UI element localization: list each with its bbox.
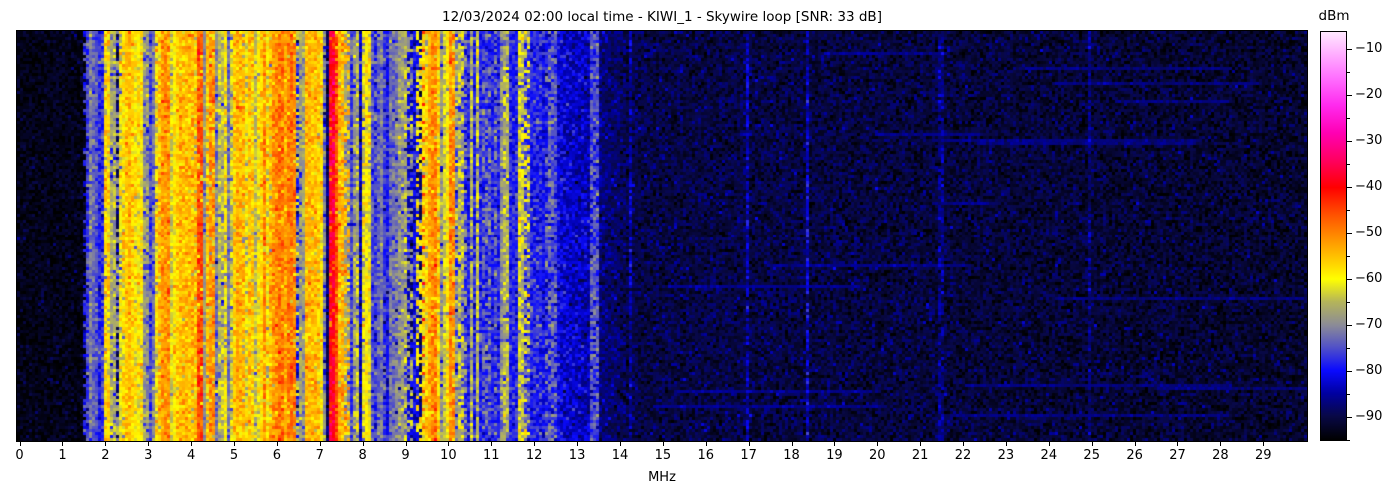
x-tick-mark [662, 441, 664, 446]
colorbar-tick-label: −80 [1355, 363, 1383, 379]
x-tick-mark [1177, 441, 1179, 446]
x-tick-label: 19 [826, 448, 843, 463]
colorbar-minor-tick [1347, 394, 1350, 396]
x-tick-mark [62, 441, 64, 446]
colorbar-tick-label: −70 [1355, 317, 1383, 333]
colorbar-tick-mark [1347, 279, 1352, 281]
colorbar-minor-tick [1347, 118, 1350, 120]
x-tick-label: 6 [272, 448, 282, 463]
colorbar-tick-label: −50 [1355, 225, 1383, 241]
x-tick-label: 28 [1212, 448, 1229, 463]
waterfall-canvas [17, 31, 1307, 441]
x-tick-mark [319, 441, 321, 446]
x-tick-label: 18 [783, 448, 800, 463]
x-tick-label: 5 [229, 448, 239, 463]
x-tick-label: 25 [1083, 448, 1100, 463]
x-tick-label: 16 [697, 448, 714, 463]
x-tick-label: 4 [186, 448, 196, 463]
colorbar-tick-mark [1347, 233, 1352, 235]
x-tick-label: 1 [58, 448, 67, 463]
x-tick-mark [1220, 441, 1222, 446]
x-tick-mark [1005, 441, 1007, 446]
x-tick-mark [748, 441, 750, 446]
colorbar-tick-mark [1347, 371, 1352, 373]
x-tick-label: 2 [101, 448, 110, 463]
x-tick-mark [234, 441, 235, 446]
x-tick-label: 15 [654, 448, 672, 463]
colorbar-tick-label: −10 [1355, 41, 1383, 57]
x-tick-mark [491, 441, 493, 446]
colorbar-gradient [1320, 31, 1347, 441]
x-tick-label: 14 [611, 448, 629, 463]
colorbar-tick-label: −30 [1355, 133, 1383, 149]
x-tick-label: 29 [1254, 448, 1272, 463]
x-tick-label: 0 [15, 448, 24, 463]
x-tick-mark [877, 441, 879, 446]
x-tick-mark [791, 441, 793, 446]
x-tick-label: 7 [315, 448, 324, 463]
x-tick-label: 10 [440, 448, 457, 463]
colorbar-tick-mark [1347, 417, 1352, 419]
x-tick-label: 17 [740, 448, 757, 463]
x-tick-mark [1091, 441, 1093, 446]
x-tick-label: 20 [869, 448, 886, 463]
x-tick-mark [619, 441, 621, 446]
x-tick-mark [191, 441, 193, 446]
x-tick-label: 21 [911, 448, 929, 463]
x-tick-mark [705, 441, 707, 446]
x-tick-label: 22 [954, 448, 972, 463]
x-tick-mark [577, 441, 579, 446]
x-tick-label: 12 [525, 448, 543, 463]
x-axis-label: MHz [648, 470, 676, 485]
x-tick-mark [448, 441, 450, 446]
x-tick-mark [1048, 441, 1050, 446]
colorbar-tick-mark [1347, 49, 1352, 51]
x-tick-label: 27 [1169, 448, 1186, 463]
x-tick-label: 3 [144, 448, 153, 463]
x-tick-mark [148, 441, 150, 446]
x-tick-mark [963, 441, 965, 446]
colorbar-minor-tick [1347, 440, 1350, 442]
x-tick-label: 9 [401, 448, 410, 463]
colorbar-tick-label: −60 [1355, 271, 1383, 287]
colorbar-minor-tick [1347, 210, 1350, 212]
x-tick-label: 26 [1126, 448, 1143, 463]
x-tick-mark [362, 441, 364, 446]
colorbar-tick-label: −40 [1355, 179, 1383, 195]
colorbar-tick-label: −20 [1355, 87, 1383, 103]
colorbar-tick-mark [1347, 325, 1352, 327]
x-tick-mark [534, 441, 536, 446]
colorbar-minor-tick [1347, 164, 1350, 166]
x-tick-label: 11 [483, 448, 500, 463]
x-tick-label: 13 [568, 448, 586, 463]
x-tick-mark [920, 441, 922, 446]
colorbar-minor-tick [1347, 72, 1350, 74]
chart-title: 12/03/2024 02:00 local time - KIWI_1 - S… [442, 9, 882, 25]
x-tick-mark [1134, 441, 1136, 446]
x-tick-label: 24 [1040, 448, 1058, 463]
colorbar-minor-tick [1347, 302, 1350, 304]
colorbar-tick-mark [1347, 141, 1352, 143]
x-tick-mark [276, 441, 278, 446]
colorbar-minor-tick [1347, 348, 1350, 350]
colorbar-minor-tick [1347, 256, 1350, 258]
x-tick-mark [834, 441, 836, 446]
x-tick-mark [105, 441, 107, 446]
colorbar-tick-mark [1347, 95, 1352, 97]
x-tick-mark [1263, 441, 1265, 446]
x-tick-mark [19, 441, 21, 446]
colorbar-tick-mark [1347, 187, 1352, 189]
colorbar-label: dBm [1318, 8, 1350, 24]
x-tick-label: 23 [997, 448, 1015, 463]
colorbar-tick-label: −90 [1355, 409, 1383, 425]
x-tick-label: 8 [358, 448, 367, 463]
x-tick-mark [405, 441, 407, 446]
